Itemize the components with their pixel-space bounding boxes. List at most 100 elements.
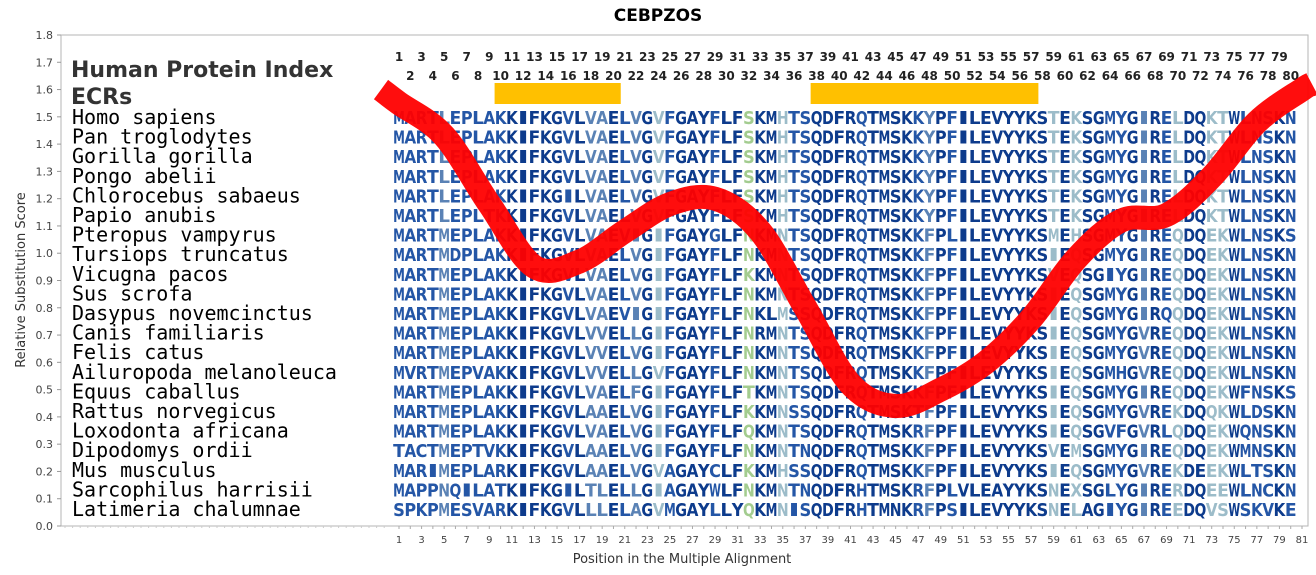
residue: N — [1285, 186, 1297, 207]
residue: G — [641, 480, 653, 501]
residue: T — [427, 343, 439, 364]
residue: L — [969, 500, 981, 521]
residue: N — [1285, 461, 1297, 482]
residue: S — [890, 108, 902, 129]
residue: E — [608, 363, 620, 384]
y-tick-label: 1.8 — [36, 29, 54, 42]
residue: E — [1161, 167, 1173, 188]
residue: V — [1138, 461, 1150, 482]
residue: A — [483, 382, 495, 403]
residue: I — [1048, 422, 1060, 443]
residue: I — [1138, 186, 1150, 207]
residue: S — [1262, 226, 1274, 247]
residue: F — [732, 284, 744, 305]
residue: E — [608, 324, 620, 345]
residue: Y — [1115, 265, 1129, 286]
residue: F — [924, 324, 936, 345]
position-number-bottom: 14 — [537, 69, 554, 83]
residue: G — [1127, 265, 1139, 286]
residue: T — [427, 147, 439, 168]
residue: G — [1127, 441, 1139, 462]
position-number-top: 43 — [865, 50, 882, 64]
residue: M — [878, 245, 890, 266]
residue: D — [1183, 245, 1195, 266]
residue: A — [483, 324, 495, 345]
residue: E — [1161, 343, 1173, 364]
residue: F — [732, 147, 744, 168]
residue: E — [1206, 324, 1218, 345]
residue: V — [585, 304, 597, 325]
residue: I — [653, 245, 665, 266]
residue: L — [438, 147, 450, 168]
residue: P — [935, 186, 947, 207]
residue: L — [946, 226, 958, 247]
residue: I — [1048, 382, 1060, 403]
residue: G — [675, 265, 687, 286]
residue: V — [653, 108, 665, 129]
residue: K — [1274, 265, 1287, 286]
residue: G — [551, 284, 563, 305]
residue: I — [1138, 147, 1150, 168]
residue: F — [833, 422, 845, 443]
residue: K — [1025, 108, 1038, 129]
residue: Y — [697, 226, 711, 247]
residue: I — [1138, 265, 1150, 286]
residue: Y — [1115, 284, 1129, 305]
residue: I — [630, 304, 642, 325]
x-tick-label: 63 — [1092, 535, 1105, 546]
residue: L — [619, 245, 631, 266]
residue: Y — [1002, 500, 1016, 521]
residue: T — [1048, 128, 1060, 149]
residue: R — [845, 108, 857, 129]
residue: V — [585, 382, 597, 403]
residue: F — [946, 265, 958, 286]
x-tick-label: 59 — [1047, 535, 1060, 546]
residue: A — [596, 422, 608, 443]
residue: K — [1217, 304, 1230, 325]
residue: F — [709, 265, 721, 286]
residue: Q — [1172, 422, 1184, 443]
residue: H — [777, 128, 789, 149]
residue: R — [845, 441, 857, 462]
residue: Y — [1013, 206, 1027, 227]
residue: L — [720, 128, 732, 149]
residue: A — [687, 226, 699, 247]
residue: Q — [811, 186, 823, 207]
residue: R — [416, 167, 428, 188]
residue: E — [1161, 186, 1173, 207]
residue: A — [404, 343, 416, 364]
x-tick-label: 55 — [1002, 535, 1015, 546]
residue: E — [980, 206, 992, 227]
residue: S — [1082, 108, 1094, 129]
residue: E — [980, 147, 992, 168]
residue: T — [1048, 108, 1060, 129]
residue: V — [585, 422, 597, 443]
residue: N — [1285, 167, 1297, 188]
residue: K — [506, 284, 519, 305]
residue: T — [1217, 108, 1229, 129]
residue: K — [912, 186, 925, 207]
residue: S — [1036, 441, 1048, 462]
residue: E — [1206, 304, 1218, 325]
x-tick-label: 51 — [957, 535, 970, 546]
residue: P — [935, 480, 947, 501]
residue: E — [1161, 363, 1173, 384]
residue: V — [630, 343, 642, 364]
residue: K — [1274, 186, 1287, 207]
residue: K — [540, 304, 553, 325]
residue: K — [901, 167, 914, 188]
residue: G — [641, 304, 653, 325]
residue: F — [529, 147, 541, 168]
residue: A — [687, 108, 699, 129]
residue: V — [991, 304, 1003, 325]
residue: W — [1228, 422, 1240, 443]
residue: I — [1048, 245, 1060, 266]
residue: K — [540, 167, 553, 188]
residue: L — [720, 147, 732, 168]
residue: F — [664, 167, 676, 188]
residue: S — [1082, 284, 1094, 305]
residue: K — [901, 265, 914, 286]
residue: Y — [697, 402, 711, 423]
residue: S — [1082, 402, 1094, 423]
